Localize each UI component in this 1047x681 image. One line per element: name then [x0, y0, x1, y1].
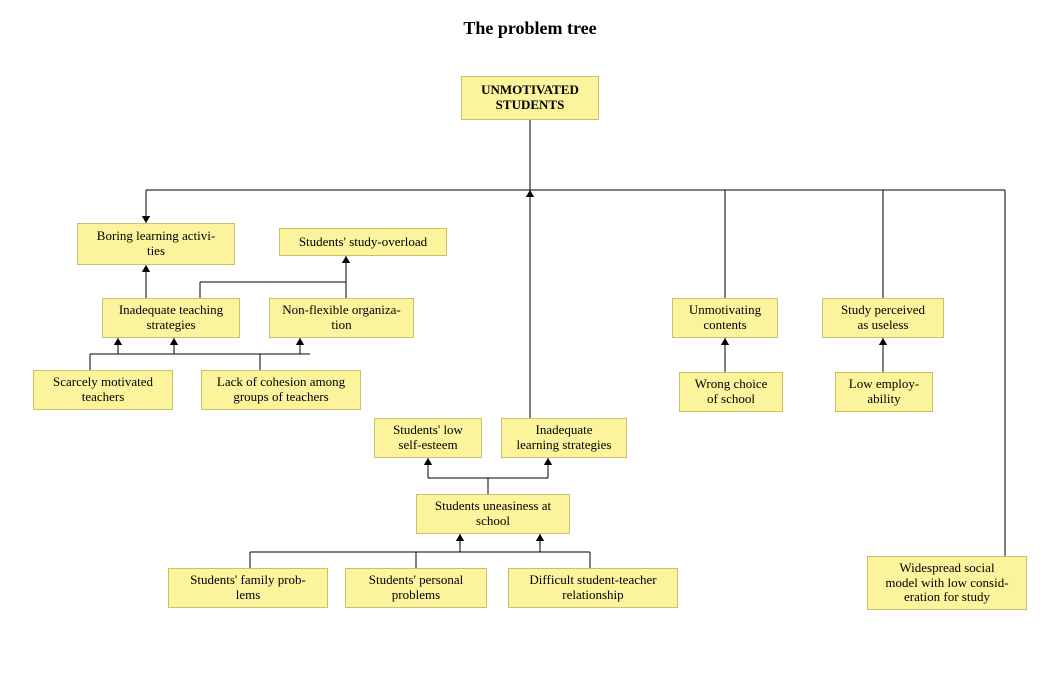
node-family: Students' family prob- lems [168, 568, 328, 608]
node-study_useless: Study perceived as useless [822, 298, 944, 338]
node-scarce_teach: Scarcely motivated teachers [33, 370, 173, 410]
node-unmot_cont: Unmotivating contents [672, 298, 778, 338]
node-low_self: Students' low self-esteem [374, 418, 482, 458]
node-root: UNMOTIVATED STUDENTS [461, 76, 599, 120]
node-lack_coh: Lack of cohesion among groups of teacher… [201, 370, 361, 410]
diagram-canvas: The problem tree UNMOTIVATED STUDENTS Bor… [0, 0, 1047, 681]
node-inadeq_learn: Inadequate learning strategies [501, 418, 627, 458]
node-widespread: Widespread social model with low consid-… [867, 556, 1027, 610]
node-wrong_choice: Wrong choice of school [679, 372, 783, 412]
diagram-title: The problem tree [420, 18, 640, 39]
node-nonflex: Non-flexible organiza- tion [269, 298, 414, 338]
node-personal: Students' personal problems [345, 568, 487, 608]
node-overload: Students' study-overload [279, 228, 447, 256]
node-low_employ: Low employ- ability [835, 372, 933, 412]
node-uneasiness: Students uneasiness at school [416, 494, 570, 534]
node-boring: Boring learning activi- ties [77, 223, 235, 265]
node-inadeq_teach: Inadequate teaching strategies [102, 298, 240, 338]
node-diff_rel: Difficult student-teacher relationship [508, 568, 678, 608]
